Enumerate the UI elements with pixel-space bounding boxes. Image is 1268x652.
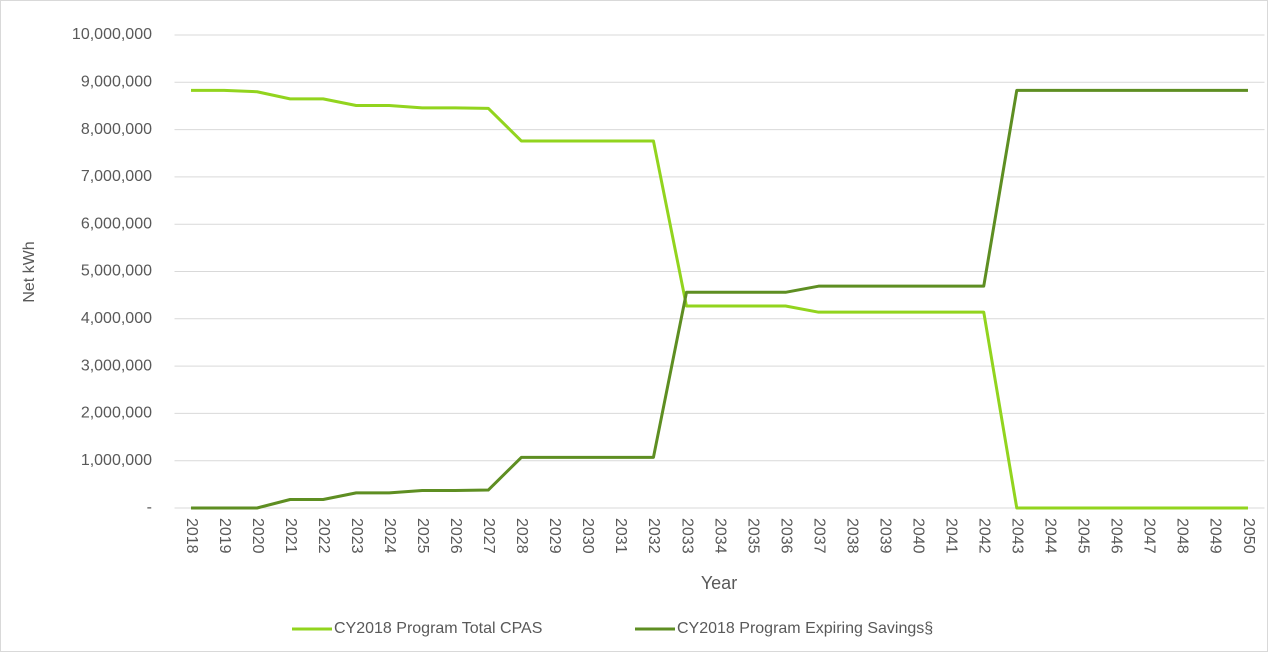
x-tick-label: 2041: [942, 518, 959, 554]
x-tick-label: 2025: [414, 518, 431, 554]
y-tick-label: 3,000,000: [81, 357, 152, 374]
x-tick-label: 2020: [249, 518, 266, 554]
x-tick-label: 2050: [1240, 518, 1257, 554]
series-line: [191, 88, 1248, 510]
y-tick-label: 2,000,000: [81, 405, 152, 422]
x-tick-label: 2047: [1141, 518, 1158, 554]
y-tick-label: 9,000,000: [81, 74, 152, 91]
y-tick-label: 4,000,000: [81, 310, 152, 327]
x-tick-label: 2021: [282, 518, 299, 554]
x-tick-label: 2028: [513, 518, 530, 554]
y-tick-label: 8,000,000: [81, 121, 152, 138]
x-tick-label: 2043: [1009, 518, 1026, 554]
x-tick-label: 2034: [711, 518, 728, 554]
x-tick-label: 2026: [447, 518, 464, 554]
series-line: [191, 88, 1248, 510]
x-tick-label: 2030: [579, 518, 596, 554]
x-tick-label: 2031: [612, 518, 629, 554]
x-axis-label: Year: [701, 573, 737, 593]
y-tick-label: 5,000,000: [81, 263, 152, 280]
x-tick-label: 2039: [876, 518, 893, 554]
x-tick-label: 2038: [843, 518, 860, 554]
x-tick-label: 2037: [810, 518, 827, 554]
x-tick-label: 2032: [645, 518, 662, 554]
x-tick-label: 2024: [381, 518, 398, 554]
y-tick-label: -: [147, 499, 152, 516]
legend-label: CY2018 Program Expiring Savings§: [677, 620, 933, 637]
x-tick-label: 2045: [1075, 518, 1092, 554]
legend-label: CY2018 Program Total CPAS: [334, 620, 542, 637]
y-axis-label: Net kWh: [21, 241, 38, 302]
x-tick-label: 2035: [744, 518, 761, 554]
x-tick-label: 2018: [183, 518, 200, 554]
x-tick-label: 2044: [1042, 518, 1059, 554]
x-tick-label: 2033: [678, 518, 695, 554]
x-tick-label: 2040: [909, 518, 926, 554]
y-tick-label: 10,000,000: [72, 26, 152, 43]
x-tick-label: 2036: [777, 518, 794, 554]
x-tick-label: 2049: [1207, 518, 1224, 554]
x-tick-label: 2019: [216, 518, 233, 554]
x-tick-label: 2046: [1108, 518, 1125, 554]
x-tick-label: 2029: [546, 518, 563, 554]
y-tick-label: 1,000,000: [81, 452, 152, 469]
x-tick-label: 2027: [480, 518, 497, 554]
x-tick-label: 2023: [348, 518, 365, 554]
y-tick-label: 7,000,000: [81, 168, 152, 185]
x-tick-label: 2042: [976, 518, 993, 554]
x-tick-label: 2048: [1174, 518, 1191, 554]
x-tick-label: 2022: [315, 518, 332, 554]
y-tick-label: 6,000,000: [81, 215, 152, 232]
